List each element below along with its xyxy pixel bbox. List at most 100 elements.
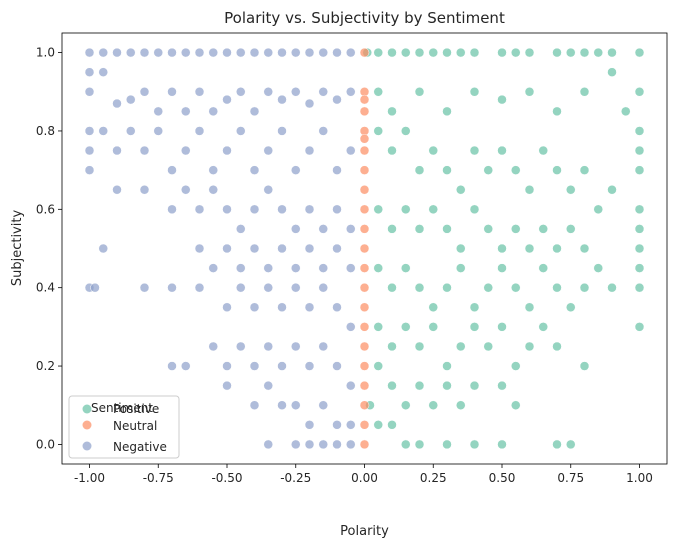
data-point-positive (387, 380, 397, 391)
data-point-negative (263, 380, 273, 391)
data-point-positive (373, 47, 383, 58)
x-tick-label: 0.00 (351, 471, 378, 485)
data-point-negative (222, 380, 232, 391)
data-point-negative (194, 87, 205, 97)
legend-marker-positive (82, 404, 92, 414)
data-point-negative (277, 361, 287, 371)
data-point-positive (579, 282, 590, 293)
data-point-positive (634, 224, 645, 234)
data-point-positive (442, 165, 452, 175)
data-point-negative (318, 282, 328, 293)
data-point-positive (552, 47, 562, 58)
data-point-negative (304, 361, 315, 371)
data-point-positive (401, 322, 411, 332)
data-point-positive (401, 204, 411, 215)
data-point-negative (277, 400, 287, 410)
data-point-positive (469, 204, 480, 215)
data-point-negative (249, 400, 260, 410)
data-point-negative (167, 87, 177, 97)
data-point-negative (208, 106, 218, 117)
data-point-negative (291, 47, 301, 58)
data-point-positive (456, 243, 466, 254)
data-point-positive (428, 322, 438, 332)
data-point-neutral (359, 106, 370, 117)
data-point-positive (387, 341, 397, 352)
data-point-positive (401, 439, 411, 450)
data-point-positive (483, 282, 493, 293)
data-point-negative (304, 47, 315, 58)
data-point-positive (428, 302, 438, 313)
data-point-negative (263, 282, 273, 293)
x-tick-label: -0.50 (211, 471, 242, 485)
data-point-negative (236, 282, 246, 293)
data-point-negative (291, 263, 301, 273)
data-point-negative (304, 243, 315, 254)
data-point-positive (579, 47, 590, 58)
data-point-positive (524, 47, 535, 58)
data-point-neutral (359, 420, 370, 430)
data-point-positive (373, 322, 383, 332)
data-point-negative (249, 204, 260, 215)
data-point-positive (511, 282, 521, 293)
data-point-negative (318, 224, 328, 234)
data-point-neutral (359, 263, 370, 273)
legend-label-negative: Negative (113, 440, 167, 454)
data-point-positive (387, 420, 397, 430)
chart-title: Polarity vs. Subjectivity by Sentiment (224, 9, 505, 27)
x-axis-label: Polarity (340, 524, 389, 539)
legend: Sentiment Positive Neutral Negative (68, 395, 180, 459)
data-point-negative (277, 204, 287, 215)
x-tick-label: 0.50 (489, 471, 516, 485)
data-point-negative (318, 341, 328, 352)
data-point-positive (387, 224, 397, 234)
data-point-positive (469, 87, 480, 97)
data-point-negative (332, 361, 342, 371)
data-point-negative (304, 98, 315, 109)
data-point-negative (153, 106, 163, 117)
data-point-negative (222, 145, 232, 156)
data-point-positive (414, 87, 425, 97)
data-point-positive (456, 400, 466, 410)
data-point-positive (552, 439, 562, 450)
data-point-neutral (359, 184, 370, 195)
data-point-positive (483, 341, 493, 352)
data-point-negative (167, 165, 177, 175)
data-point-neutral (359, 380, 370, 391)
data-point-positive (428, 400, 438, 410)
data-point-negative (139, 47, 150, 58)
data-point-positive (634, 322, 645, 332)
data-point-positive (579, 361, 590, 371)
data-point-negative (346, 263, 356, 273)
data-point-positive (538, 263, 548, 273)
data-point-positive (497, 322, 507, 332)
data-point-negative (346, 420, 356, 430)
y-tick-label: 0.8 (36, 124, 55, 138)
data-point-negative (249, 165, 260, 175)
data-point-positive (497, 439, 507, 450)
data-point-positive (456, 184, 466, 195)
data-point-positive (634, 165, 645, 175)
data-point-positive (401, 126, 411, 136)
data-point-neutral (359, 204, 370, 215)
data-point-neutral (359, 94, 370, 105)
data-point-positive (552, 106, 562, 117)
data-point-negative (332, 302, 342, 313)
data-point-negative (318, 263, 328, 273)
data-point-neutral (359, 165, 370, 175)
data-point-positive (524, 302, 535, 313)
data-point-negative (332, 420, 342, 430)
data-point-positive (373, 204, 383, 215)
data-point-negative (304, 204, 315, 215)
data-point-neutral (359, 322, 370, 332)
data-point-negative (236, 47, 246, 58)
data-point-positive (511, 224, 521, 234)
data-point-negative (84, 47, 95, 58)
data-point-negative (98, 67, 108, 77)
data-point-negative (139, 184, 150, 195)
x-tick-label: -0.75 (143, 471, 174, 485)
data-point-positive (634, 126, 645, 136)
data-point-positive (469, 322, 480, 332)
data-point-positive (387, 47, 397, 58)
data-point-positive (511, 165, 521, 175)
